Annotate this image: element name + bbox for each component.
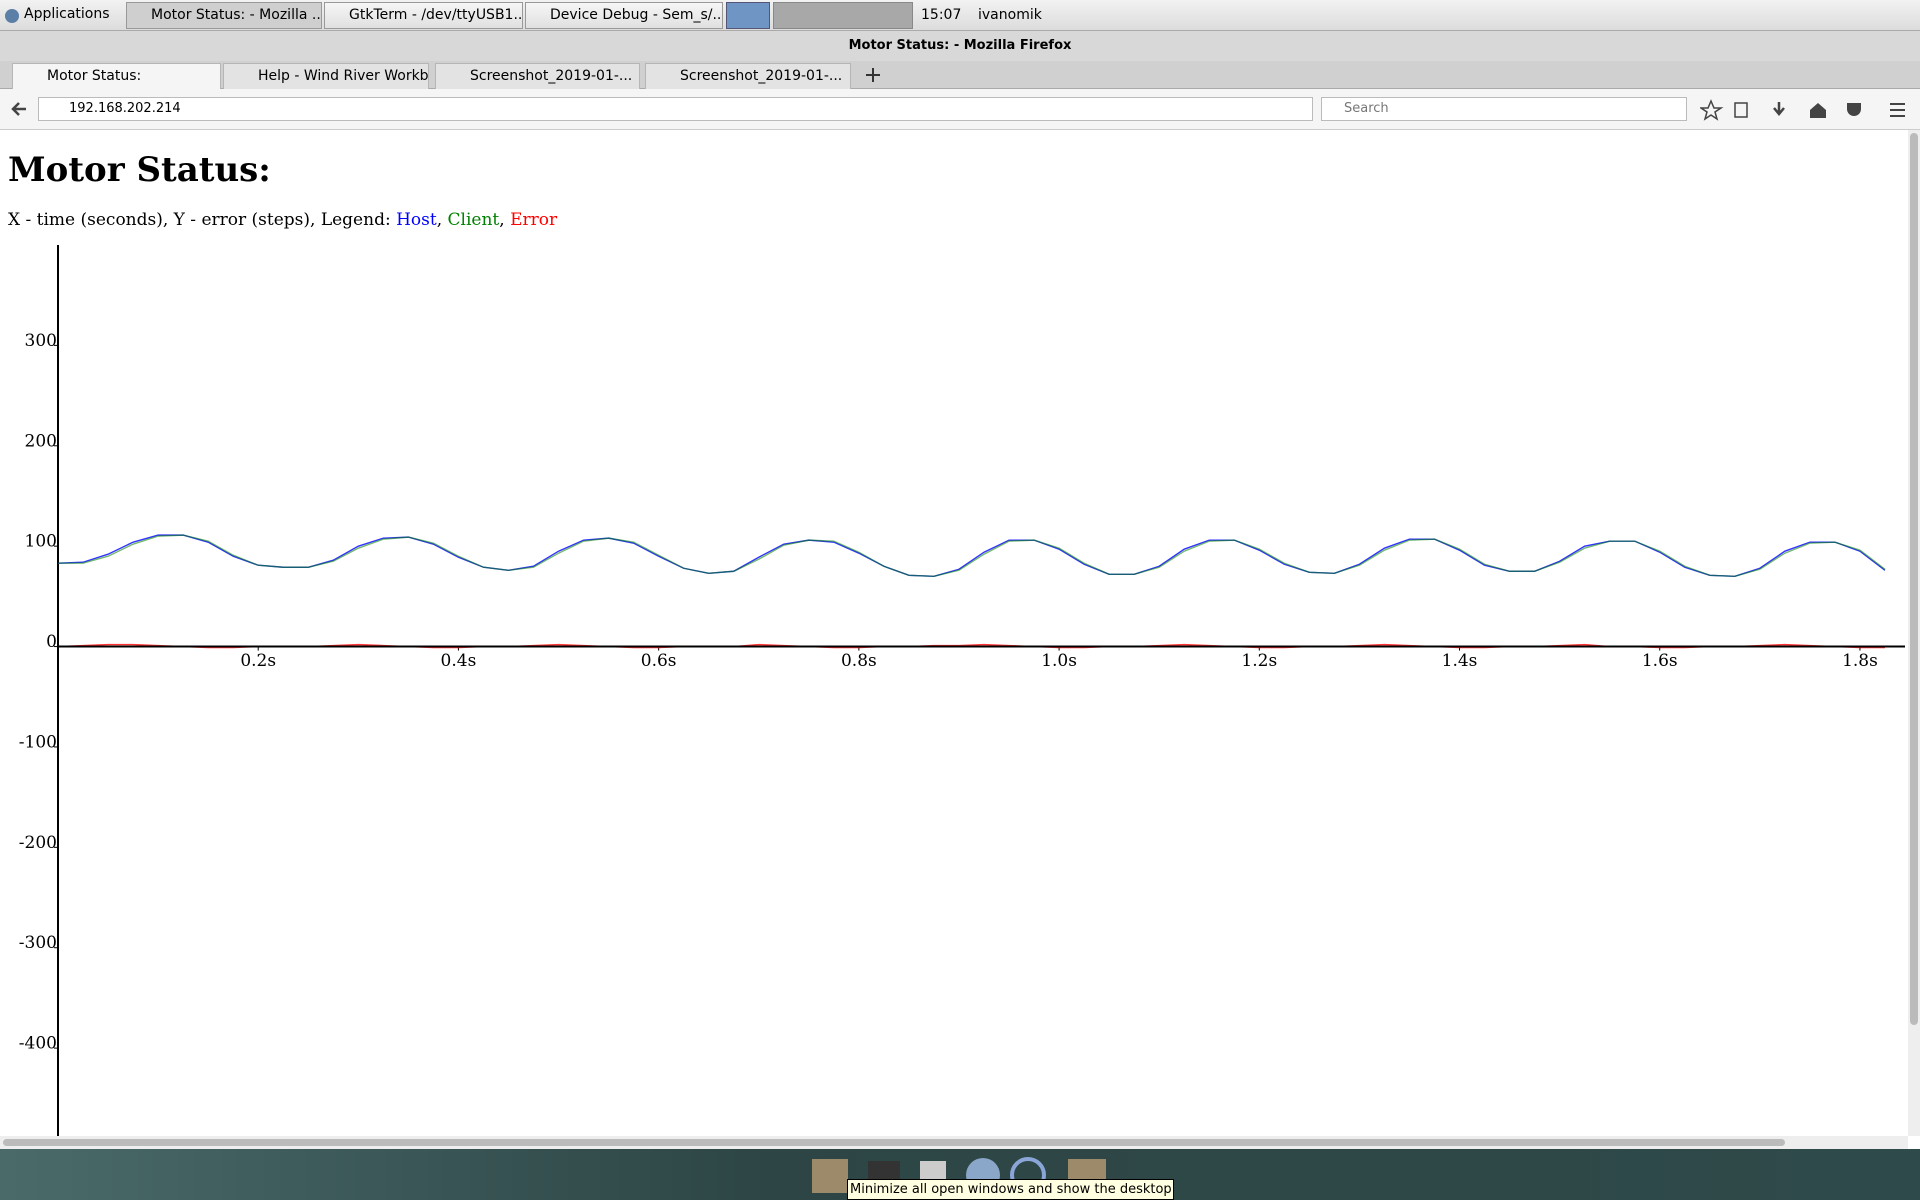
series-line [57, 534, 1886, 577]
y-tick-label: 100 [25, 532, 57, 552]
clock: 15:07 [921, 7, 962, 23]
series-line [57, 643, 1885, 649]
taskbar: Applications Motor Status: - Mozilla ...… [0, 0, 1920, 31]
window-button[interactable]: Motor Status: - Mozilla ... [126, 2, 322, 29]
legend-entry: Error [510, 210, 558, 230]
new-tab[interactable] [864, 66, 882, 84]
page-content: Motor Status: X - time (seconds), Y - er… [0, 130, 1908, 1136]
y-tick-label: -300 [19, 933, 57, 953]
x-tick-label: 1.4s [1442, 651, 1478, 671]
window-button[interactable]: Device Debug - Sem_s/... [525, 2, 723, 29]
chart: -500 -400 -300 -200 -100 0 100 200 300 0.2s 0.4s 0.… [19, 245, 1905, 1136]
user: ivanomik [978, 7, 1042, 23]
x-tick-label: 1.8s [1842, 651, 1878, 671]
legend-separator: , [499, 210, 505, 230]
tooltip: Minimize all open windows and show the d… [847, 1179, 1174, 1200]
applications-label: Applications [24, 6, 110, 22]
x-tick-label: 0.6s [641, 651, 677, 671]
back-button[interactable] [8, 99, 32, 119]
url-bar[interactable]: 192.168.202.214 [38, 97, 1313, 121]
window-title: Motor Status: - Mozilla Firefox [0, 31, 1920, 61]
workspace-active[interactable] [726, 2, 770, 29]
applications-menu[interactable]: Applications [0, 2, 122, 29]
search-box[interactable]: Search [1321, 97, 1687, 121]
toolbar-icons [1700, 99, 1905, 121]
y-tick-label: -500 [19, 1134, 57, 1136]
legend-entry: Host [396, 210, 437, 230]
y-tick-label: -100 [19, 732, 57, 752]
legend-entry: Client [447, 210, 500, 230]
series-line [58, 534, 1886, 577]
legend-separator: , [436, 210, 443, 230]
browser-tab[interactable]: Screenshot_2019-01-... [435, 63, 640, 89]
v-scrollbar[interactable] [1908, 130, 1920, 1136]
browser-tab[interactable]: Screenshot_2019-01-... [645, 63, 851, 89]
x-tick-label: 1.6s [1642, 651, 1678, 671]
legend: Host, Client, Error [396, 210, 557, 230]
x-tick-label: 1.0s [1041, 651, 1077, 671]
h-scrollbar[interactable] [0, 1136, 1908, 1149]
x-tick-label: 0.2s [240, 651, 276, 671]
browser-tab[interactable]: Help - Wind River Workb... [223, 63, 429, 89]
apps-icon [5, 9, 19, 23]
x-tick-label: 1.2s [1241, 651, 1277, 671]
y-tick-label: 300 [25, 331, 57, 351]
browser-tab[interactable]: Motor Status: [12, 63, 221, 89]
y-tick-label: 0 [46, 632, 57, 652]
x-tick-label: 0.4s [441, 651, 477, 671]
workspaces[interactable] [773, 2, 913, 29]
x-tick-label: 0.8s [841, 651, 877, 671]
dock: Minimize all open windows and show the d… [0, 1149, 1920, 1200]
caption: X - time (seconds), Y - error (steps), L… [8, 210, 557, 230]
window-button[interactable]: GtkTerm - /dev/ttyUSB1... [324, 2, 523, 29]
page-heading: Motor Status: [8, 150, 271, 190]
y-tick-label: 200 [25, 431, 57, 451]
y-tick-label: -400 [19, 1034, 57, 1054]
y-tick-label: -200 [19, 833, 57, 853]
caption-text: X - time (seconds), Y - error (steps), L… [8, 210, 391, 230]
